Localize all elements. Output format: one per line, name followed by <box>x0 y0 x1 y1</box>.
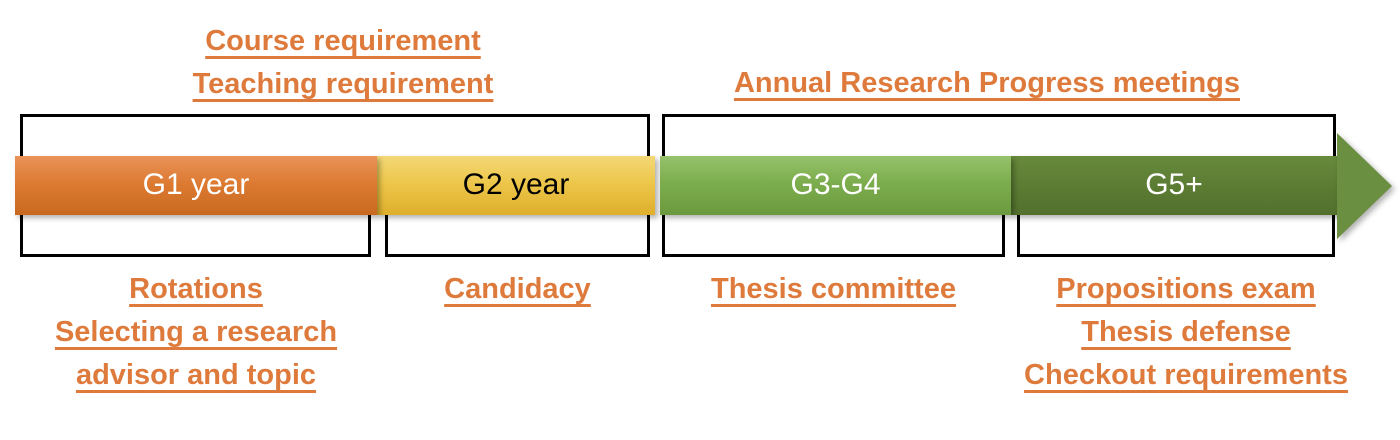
bracket-below-g3-g4 <box>662 186 1005 257</box>
annotation-below-g2: Candidacy <box>385 268 650 311</box>
annotation-line-rotations: Rotations <box>129 273 263 305</box>
bracket-below-g5 <box>1017 186 1335 257</box>
annotation-line-annual-research-progress-meetings: Annual Research Progress meetings <box>733 67 1241 99</box>
annotation-below-g1: Rotations Selecting a research advisor a… <box>21 268 371 397</box>
bracket-below-g2 <box>385 186 650 257</box>
segment-label-g5: G5+ <box>1145 167 1203 201</box>
timeline-arrowhead-icon <box>1337 133 1392 239</box>
annotation-line-checkout-requirements: Checkout requirements <box>1024 359 1348 391</box>
annotation-line-propositions-exam: Propositions exam <box>1056 273 1316 305</box>
annotation-above-g1-g2: Course requirement Teaching requirement <box>93 20 593 106</box>
timeline-segment-g2: G2 year <box>377 156 655 215</box>
bracket-above-g3-g5 <box>662 114 1336 181</box>
segment-label-g1: G1 year <box>142 167 250 201</box>
annotation-above-g3-g5: Annual Research Progress meetings <box>687 62 1287 105</box>
annotation-line-teaching-requirement: Teaching requirement <box>192 68 494 100</box>
segment-label-g3-g4: G3-G4 <box>790 167 881 201</box>
bracket-below-g1 <box>20 186 371 257</box>
timeline-segment-g3-g4: G3-G4 <box>660 156 1011 215</box>
annotation-line-thesis-committee: Thesis committee <box>711 273 956 305</box>
annotation-line-thesis-defense: Thesis defense <box>1081 316 1291 348</box>
annotation-below-g3-g4: Thesis committee <box>662 268 1005 311</box>
bracket-above-g1-g2 <box>20 114 650 181</box>
timeline-segment-g1: G1 year <box>15 156 377 215</box>
annotation-line-candidacy: Candidacy <box>444 273 591 305</box>
annotation-line-selecting-research-advisor: Selecting a research advisor and topic <box>54 316 338 391</box>
segment-label-g2: G2 year <box>462 167 570 201</box>
annotation-below-g5: Propositions exam Thesis defense Checkou… <box>1005 268 1367 397</box>
timeline-segment-g5: G5+ <box>1011 156 1337 215</box>
annotation-line-course-requirement: Course requirement <box>205 25 481 57</box>
